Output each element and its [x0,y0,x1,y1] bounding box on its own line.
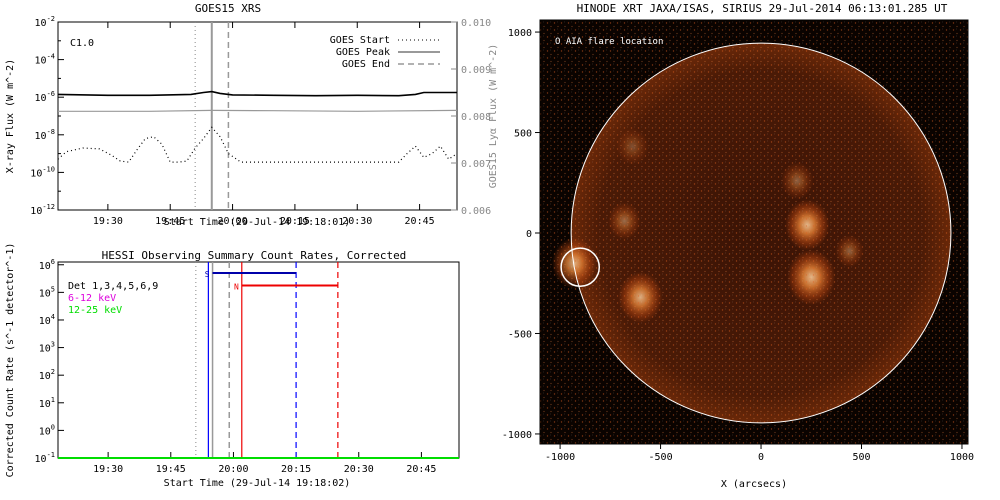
hessi-x-tick-label: 19:30 [93,464,123,475]
xrt-x-axis: -1000 -500 0 500 1000 [545,444,974,463]
goes-y-tick-label: 10-6 [35,90,55,104]
hessi-x-axis-label: Start Time (29-Jul-14 19:18:02) [164,478,351,489]
xrt-image [540,20,968,444]
goes-y2-axis-label: GOES15 Lyα Flux (W m^-2) [488,44,499,189]
goes-series-group [57,90,458,163]
goes-x-tick-label: 20:30 [342,216,372,227]
goes-x-axis: 19:30 19:45 20:00 20:15 20:30 20:45 [93,22,435,227]
goes-plot-frame [57,21,458,211]
goes-y-tick-label: 10-8 [35,128,55,142]
goes-y-axis: 10-2 10-4 10-6 10-8 10-10 10-12 [30,15,64,217]
goes-y2-tick-label: 0.010 [461,18,491,29]
xrt-y-axis: 1000 500 0 -500 -1000 [502,28,540,441]
goes-y2-tick-label: 0.008 [461,112,491,123]
xrt-chart-title: HINODE XRT JAXA/ISAS, SIRIUS 29-Jul-2014… [577,2,948,15]
hessi-y-axis-label: Corrected Count Rate (s^-1 detector^-1) [5,243,16,478]
xrt-y-tick-label: 500 [514,129,532,140]
hessi-y-tick-label: 105 [39,285,55,299]
hessi-y-tick-label: 101 [39,396,55,410]
goes-y2-tick-label: 0.009 [461,65,491,76]
hessi-chart-title: HESSI Observing Summary Count Rates, Cor… [102,249,407,262]
goes-chart-title: GOES15 XRS [195,2,261,15]
goes-x-tick-label: 20:15 [280,216,310,227]
hessi-x-tick-label: 20:00 [218,464,248,475]
goes-y-tick-label: 10-2 [35,15,55,29]
goes-x-tick-label: 19:30 [93,216,123,227]
xrt-noise-texture [540,20,968,444]
hessi-legend-6-12: 6-12 keV [68,293,116,304]
goes-x-tick-label: 19:45 [155,216,185,227]
hessi-series-group: SN [58,262,459,459]
goes-y2-axis: 0.010 0.009 0.008 0.007 0.006 [451,18,491,217]
xrt-x-tick-label: -500 [649,452,673,463]
xrt-x-axis-label: X (arcsecs) [721,479,787,490]
hessi-legend-det: Det 1,3,4,5,6,9 [68,281,158,292]
hessi-attenuator-label-S: S [205,270,210,279]
hessi-y-axis: 106 105 104 103 102 101 100 10-1 [35,258,64,465]
hessi-x-tick-label: 20:15 [281,464,311,475]
hinode-xrt-panel: HINODE XRT JAXA/ISAS, SIRIUS 29-Jul-2014… [502,2,974,490]
xrt-x-tick-label: 500 [852,452,870,463]
hessi-x-tick-label: 20:30 [344,464,374,475]
hessi-panel: HESSI Observing Summary Count Rates, Cor… [5,243,460,489]
goes-y2-tick-label: 0.007 [461,159,491,170]
xrt-flare-location-circle [560,247,601,288]
goes-x-axis-label: Start Time (29-Jul-14 19:18:01) [164,217,351,228]
goes-legend: GOES Start GOES Peak GOES End [330,35,440,70]
goes-y-tick-label: 10-4 [35,53,55,67]
goes-time-markers [194,22,230,210]
hessi-legend: Det 1,3,4,5,6,9 6-12 keV 12-25 keV [68,281,158,316]
xrt-solar-limb [570,42,952,424]
goes-flare-class: C1.0 [70,38,94,49]
hessi-legend-12-25: 12-25 keV [68,305,122,316]
xrt-y-tick-label: -1000 [502,430,532,441]
goes-y-tick-label: 10-10 [30,165,55,179]
goes-x-tick-label: 20:45 [405,216,435,227]
hessi-x-tick-label: 19:45 [156,464,186,475]
hessi-y-tick-label: 100 [39,423,55,437]
hessi-y-tick-label: 102 [39,368,55,382]
hessi-time-markers [195,262,231,458]
goes-series-line-1 [58,109,458,112]
xrt-x-tick-label: 1000 [950,452,974,463]
goes-legend-label-end: GOES End [342,59,390,70]
hessi-attenuator-label-N: N [234,282,239,291]
hessi-y-tick-label: 103 [39,341,55,355]
xrt-y-tick-label: 0 [526,229,532,240]
xrt-annotation: O AIA flare location [555,37,663,47]
goes-y2-tick-label: 0.006 [461,206,491,217]
goes-x-tick-label: 20:00 [218,216,248,227]
hessi-y-tick-label: 10-1 [35,451,55,465]
goes-xrs-panel: GOES15 XRS 10-2 10-4 10-6 10-8 10-10 10-12 0.… [5,2,499,228]
hessi-x-tick-label: 20:45 [406,464,436,475]
goes-y-tick-label: 10-12 [30,203,55,217]
xrt-x-tick-label: 0 [758,452,764,463]
goes-legend-label-start: GOES Start [330,35,390,46]
xrt-x-tick-label: -1000 [545,452,575,463]
goes-series-line-2 [57,126,458,163]
goes-legend-label-peak: GOES Peak [336,47,390,58]
hessi-y-tick-label: 106 [39,258,55,272]
hessi-x-axis: 19:30 19:45 20:00 20:15 20:30 20:45 [93,452,436,475]
hessi-y-tick-label: 104 [39,313,55,327]
xrt-y-tick-label: -500 [508,329,532,340]
xrt-y-tick-label: 1000 [508,28,532,39]
goes-y-axis-label: X-ray Flux (W m^-2) [5,59,16,173]
goes-series-line-0 [57,90,457,97]
xrt-plot-frame [539,19,969,445]
